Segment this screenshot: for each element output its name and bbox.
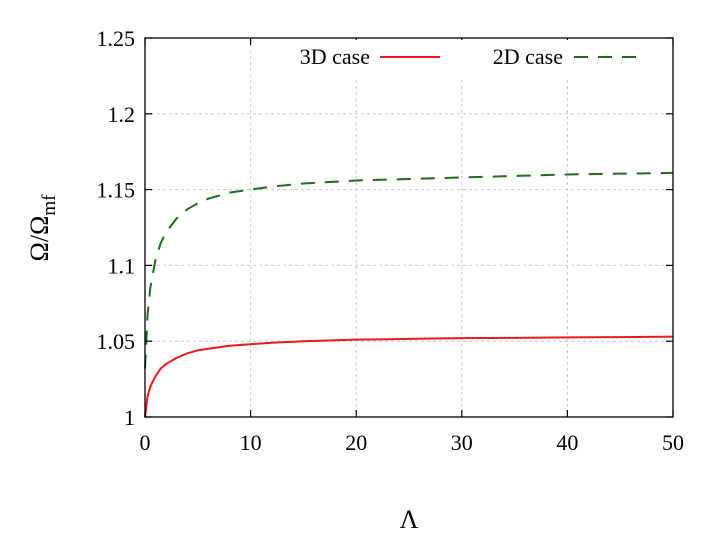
y-tick-label: 1.25 [97, 26, 136, 51]
legend-label-3d: 3D case [300, 44, 370, 69]
x-tick-label: 10 [240, 430, 262, 455]
x-tick-label: 40 [556, 430, 578, 455]
y-axis-label: Ω/Ωmf [25, 194, 60, 262]
y-axis-label-base: Ω/Ω [25, 216, 54, 262]
series-3d-case-line [144, 335, 674, 418]
legend-label-2d: 2D case [493, 44, 563, 69]
series-2d-case-line [144, 171, 674, 369]
x-tick-label: 0 [140, 430, 151, 455]
y-tick-label: 1.1 [108, 253, 136, 278]
axis-ticks: 0 10 20 30 40 50 1 1.05 1.1 1.15 1.2 1.25 [97, 26, 685, 455]
grid [145, 38, 673, 417]
y-tick-label: 1 [124, 405, 135, 430]
legend: 3D case 2D case [258, 40, 670, 78]
legend-background [258, 40, 670, 78]
y-tick-label: 1.2 [108, 102, 136, 127]
plot-series [144, 171, 674, 418]
y-tick-label: 1.15 [97, 178, 136, 203]
plot-frame [144, 37, 674, 418]
x-tick-label: 30 [451, 430, 473, 455]
x-tick-label: 50 [662, 430, 684, 455]
x-tick-label: 20 [345, 430, 367, 455]
x-axis-label: Λ [400, 505, 419, 534]
y-axis-label-sub: mf [39, 194, 60, 216]
y-tick-label: 1.05 [97, 329, 136, 354]
